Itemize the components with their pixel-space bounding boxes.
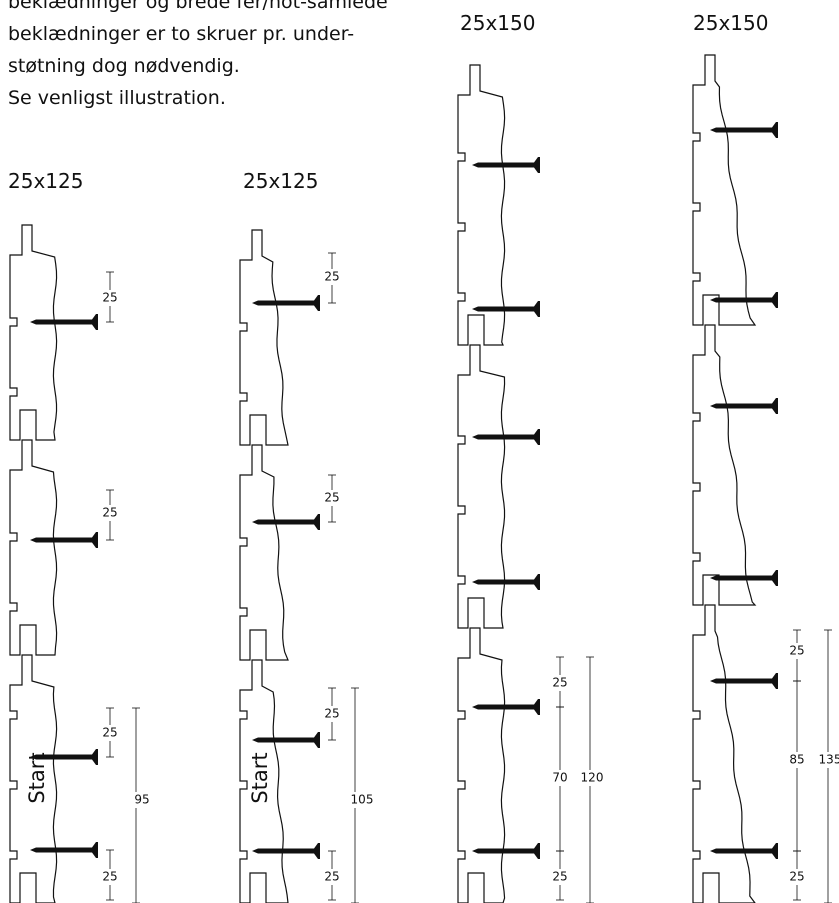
column-heading: 25x150	[693, 11, 768, 35]
dimension-label: 120	[581, 771, 604, 785]
label-bg	[551, 675, 569, 691]
screw	[710, 398, 778, 414]
board	[9, 654, 58, 903]
column-heading: 25x125	[243, 169, 318, 193]
start-label: Start	[248, 752, 272, 803]
dimension-label: 135	[819, 753, 839, 767]
screw	[472, 301, 540, 317]
board	[9, 439, 58, 656]
board	[9, 224, 58, 441]
dimension-label: 70	[552, 771, 567, 785]
label-bg	[551, 770, 569, 786]
board	[457, 344, 506, 629]
screw	[710, 570, 778, 586]
dimension-label: 25	[324, 270, 339, 284]
start-label: Start	[25, 752, 49, 803]
label-bg	[551, 869, 569, 885]
column-heading: 25x150	[460, 11, 535, 35]
label-bg	[788, 643, 806, 659]
screw	[252, 732, 320, 748]
board	[239, 444, 289, 661]
board	[692, 604, 756, 903]
board	[239, 229, 289, 446]
label-bg	[821, 752, 839, 768]
label-bg	[101, 290, 119, 306]
label-bg	[323, 269, 341, 285]
screw	[472, 843, 540, 859]
board	[457, 627, 506, 903]
artwork: 25x125 25 25 25 95 25 Start 25x125 25 25 25 105 25 St…	[8, 11, 839, 903]
screw	[30, 314, 98, 330]
dimension-label: 25	[552, 676, 567, 690]
screw	[252, 295, 320, 311]
screw	[710, 843, 778, 859]
screw	[472, 699, 540, 715]
intro-line: beklædninger er to skruer pr. under-	[8, 23, 354, 45]
screw	[252, 843, 320, 859]
screw	[30, 842, 98, 858]
screw	[472, 574, 540, 590]
dimension-label: 25	[324, 491, 339, 505]
dimension-label: 85	[789, 753, 804, 767]
intro-line: beklædninger og brede fer/not-samlede	[8, 0, 388, 13]
dimension-label: 25	[102, 726, 117, 740]
label-bg	[583, 770, 601, 786]
dimension-label: 105	[351, 793, 374, 807]
dimension-label: 25	[324, 707, 339, 721]
screw	[710, 292, 778, 308]
label-bg	[353, 792, 371, 808]
dimension-label: 25	[789, 644, 804, 658]
label-bg	[323, 869, 341, 885]
screw	[252, 514, 320, 530]
screw	[30, 749, 98, 765]
screw	[710, 673, 778, 689]
label-bg	[101, 725, 119, 741]
dimension-label: 25	[552, 870, 567, 884]
intro-line: Se venligst illustration.	[8, 87, 226, 109]
screw	[472, 429, 540, 445]
screw	[30, 532, 98, 548]
intro-line: støtning dog nødvendig.	[8, 55, 240, 77]
label-bg	[323, 706, 341, 722]
board	[457, 64, 506, 346]
label-bg	[101, 505, 119, 521]
dimension-label: 25	[789, 870, 804, 884]
label-bg	[101, 869, 119, 885]
dimension-label: 25	[102, 506, 117, 520]
dimension-label: 95	[134, 793, 149, 807]
dimension-label: 25	[102, 291, 117, 305]
screw	[472, 157, 540, 173]
board	[239, 659, 289, 903]
dimension-label: 25	[102, 870, 117, 884]
label-bg	[323, 490, 341, 506]
column-heading: 25x125	[8, 169, 83, 193]
label-bg	[788, 752, 806, 768]
dimension-label: 25	[324, 870, 339, 884]
label-bg	[788, 869, 806, 885]
screw	[710, 122, 778, 138]
label-bg	[133, 792, 151, 808]
